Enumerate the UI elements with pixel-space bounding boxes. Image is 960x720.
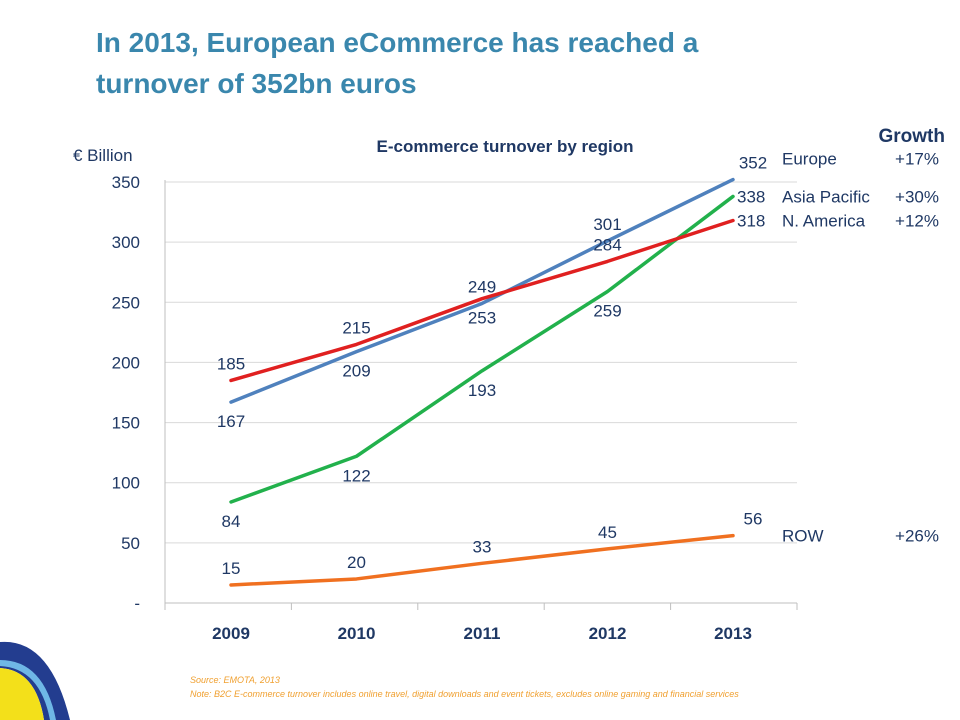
data-label-asia-pacific-2013: 338 (737, 187, 765, 206)
series-line-row (229, 533, 735, 587)
data-label-n-america-2012: 284 (593, 235, 621, 254)
data-label-row-2013: 56 (744, 510, 763, 529)
legend-name-asia-pacific: Asia Pacific (782, 187, 870, 206)
y-tick-label-350: 350 (112, 173, 140, 192)
footnotes: Source: EMOTA, 2013 Note: B2C E-commerce… (190, 673, 950, 701)
data-label-n-america-2011: 253 (468, 309, 496, 328)
x-tick-label-2011: 2011 (464, 624, 501, 643)
data-label-asia-pacific-2010: 122 (342, 466, 370, 485)
chart-title: E-commerce turnover by region (377, 137, 634, 156)
y-tick-label-50: 50 (121, 534, 140, 553)
slide-title-line-2: turnover of 352bn euros (96, 68, 417, 99)
data-label-row-2009: 15 (222, 559, 241, 578)
data-label-europe-2012: 301 (593, 215, 621, 234)
series-lines (229, 177, 735, 587)
data-label-n-america-2013: 318 (737, 211, 765, 230)
data-label-n-america-2009: 185 (217, 354, 245, 373)
legend-name-n-america: N. America (782, 211, 866, 230)
slide-title-line-1: In 2013, European eCommerce has reached … (96, 27, 699, 58)
data-label-asia-pacific-2012: 259 (593, 301, 621, 320)
legend-growth-header: Growth (879, 126, 946, 147)
data-label-europe-2011: 249 (468, 277, 496, 296)
data-label-row-2012: 45 (598, 523, 617, 542)
legend-growth-europe: +17% (895, 150, 939, 169)
series-line-n-america (229, 218, 735, 383)
y-tick-label-300: 300 (112, 233, 140, 252)
data-label-row-2010: 20 (347, 553, 366, 572)
legend-name-europe: Europe (782, 150, 837, 169)
x-tick-label-2013: 2013 (714, 624, 752, 643)
gridlines (165, 181, 797, 544)
brand-logo-swoosh (0, 641, 70, 720)
x-tick-label-2010: 2010 (338, 624, 376, 643)
y-tick-label-100: 100 (112, 474, 140, 493)
y-tick-label-250: 250 (112, 293, 140, 312)
y-tick-label-0: - (134, 594, 140, 613)
legend-name-row: ROW (782, 527, 824, 546)
data-label-europe-2013: 352 (739, 154, 767, 173)
data-label-n-america-2010: 215 (342, 318, 370, 337)
y-axis-unit-label: € Billion (73, 146, 133, 165)
data-label-asia-pacific-2011: 193 (468, 381, 496, 400)
data-label-europe-2009: 167 (217, 412, 245, 431)
y-tick-label-200: 200 (112, 353, 140, 372)
legend-growth-n-america: +12% (895, 211, 939, 230)
slide-title: In 2013, European eCommerce has reached … (96, 22, 856, 104)
legend-growth-asia-pacific: +30% (895, 187, 939, 206)
data-label-europe-2010: 209 (342, 362, 370, 381)
legend: Growth Europe +17% Asia Pacific +30% N. Ameri… (782, 126, 945, 546)
y-tick-label-150: 150 (112, 414, 140, 433)
x-tick-label-2009: 2009 (212, 624, 250, 643)
x-tick-label-2012: 2012 (589, 624, 627, 643)
data-label-asia-pacific-2009: 84 (222, 512, 241, 531)
source-note: Source: EMOTA, 2013 (190, 675, 280, 685)
methodology-note: Note: B2C E-commerce turnover includes o… (190, 689, 739, 699)
legend-growth-row: +26% (895, 527, 939, 546)
series-line-asia-pacific (229, 194, 735, 504)
series-line-europe (229, 177, 735, 404)
data-labels: 167 209 249 301 352 84 122 193 259 338 185 215 253 28… (217, 154, 767, 578)
data-label-row-2011: 33 (473, 537, 492, 556)
